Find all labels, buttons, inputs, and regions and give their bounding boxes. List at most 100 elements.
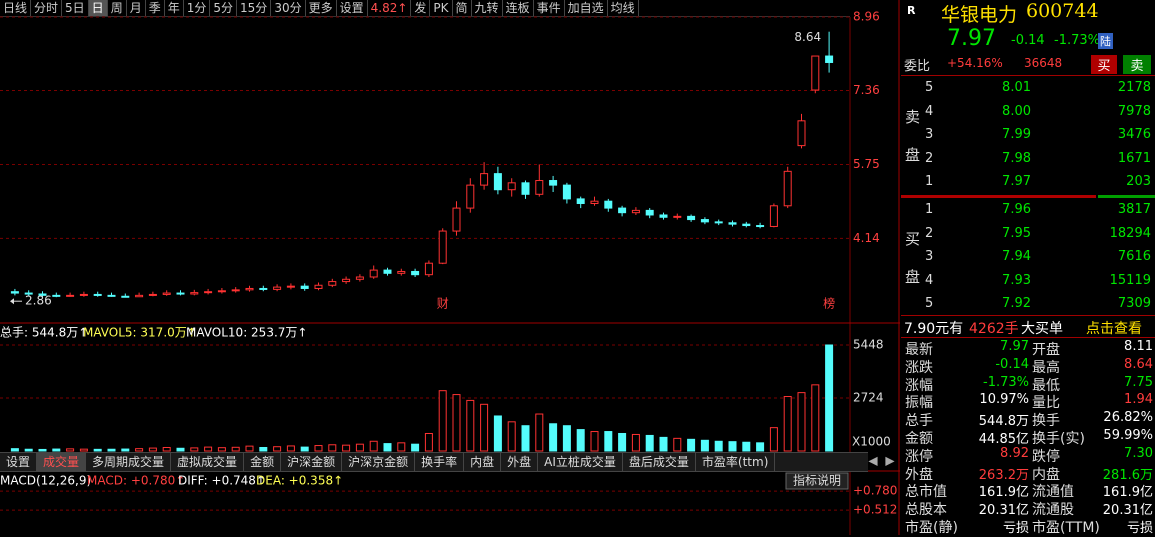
tab[interactable]: 内盘 xyxy=(464,453,502,471)
big-order[interactable]: 点击查看 xyxy=(1086,321,1142,337)
sell-button[interactable]: 卖 xyxy=(1123,55,1151,74)
stat-value: 10.97% xyxy=(979,392,1029,408)
stat-value: 7.97 xyxy=(1000,339,1029,354)
volume-bar xyxy=(259,446,268,452)
candle-body xyxy=(204,291,213,294)
volume-bar xyxy=(10,448,19,452)
candle-body xyxy=(535,180,544,195)
candle-body xyxy=(769,205,778,227)
toolbar-button[interactable]: PK xyxy=(430,0,453,16)
toolbar-button[interactable]: 简 xyxy=(453,0,472,16)
scroll-right[interactable]: ▶ xyxy=(885,454,895,468)
tab[interactable]: 虚拟成交量 xyxy=(171,453,245,471)
candle-body xyxy=(369,269,378,278)
toolbar-button[interactable]: 均线 xyxy=(608,0,639,16)
event-marker: 财 xyxy=(437,297,449,311)
book-level: 5 xyxy=(925,296,934,311)
stat-label: 最低 xyxy=(1032,377,1060,394)
indicator-help-button[interactable]: 指标说明 xyxy=(793,473,841,488)
book-volume: 7616 xyxy=(1117,249,1151,264)
tab[interactable]: AI立桩成交量 xyxy=(538,453,623,471)
tab[interactable]: 外盘 xyxy=(501,453,539,471)
stat-label: 金额 xyxy=(905,431,933,447)
book-volume: 7978 xyxy=(1117,103,1151,119)
toolbar-button[interactable]: 30分 xyxy=(271,0,306,16)
toolbar-button[interactable]: 周 xyxy=(108,0,127,16)
y-tick-label: +0.780 xyxy=(853,484,897,498)
tab[interactable]: 沪深京金额 xyxy=(342,453,416,471)
toolbar-button[interactable]: 5分 xyxy=(210,0,238,16)
tab[interactable]: 市盈率(ttm) xyxy=(696,453,776,471)
candle-body xyxy=(148,293,157,296)
side-label: 盘 xyxy=(905,146,921,164)
tab[interactable]: 金额 xyxy=(244,453,282,471)
toolbar-button[interactable]: 发 xyxy=(411,0,431,16)
candle-body xyxy=(507,182,516,191)
toolbar-button[interactable]: 日线 xyxy=(0,0,32,16)
book-level: 3 xyxy=(925,249,934,264)
chart: ◀ ▶ 4.14 5.75 7.36 8.96 8.64 2.86 财 榜 2724 5448 X1… xyxy=(0,0,900,535)
tab[interactable]: 成交量 xyxy=(37,453,87,471)
candle-body xyxy=(825,55,834,63)
volume-bar xyxy=(328,444,337,452)
tab[interactable]: 盘后成交量 xyxy=(623,453,696,471)
stat-label: 涨幅 xyxy=(905,377,933,394)
toolbar-button[interactable]: 月 xyxy=(127,0,146,16)
volume-bar xyxy=(190,447,199,452)
toolbar-button[interactable]: 更多 xyxy=(306,0,337,16)
toolbar-button[interactable]: 5日 xyxy=(62,0,89,16)
toolbar-button[interactable]: 1分 xyxy=(184,0,211,16)
volume-bar xyxy=(369,440,378,452)
stat-label: 振幅 xyxy=(905,395,933,412)
pane-header: DIFF: +0.748↑ xyxy=(178,474,266,488)
toolbar-button[interactable]: 连板 xyxy=(503,0,534,16)
tab[interactable]: 沪深金额 xyxy=(281,453,343,471)
pane-header: 总手: 544.8万↑ xyxy=(0,326,88,340)
y-tick-label: 5.75 xyxy=(853,157,880,171)
volume-bar xyxy=(687,438,696,452)
toolbar-button[interactable]: 4.82↑ xyxy=(368,0,412,16)
toolbar-button[interactable]: 分时 xyxy=(31,0,63,16)
buy-button[interactable]: 买 xyxy=(1091,55,1117,74)
candle-body xyxy=(107,294,116,297)
volume-bar xyxy=(38,448,47,452)
toolbar-button[interactable]: 加自选 xyxy=(565,0,608,16)
toolbar-button[interactable]: 年 xyxy=(165,0,184,16)
toolbar-button[interactable]: 日 xyxy=(88,0,108,16)
scroll-left[interactable]: ◀ xyxy=(868,454,878,468)
candle-body xyxy=(93,293,102,296)
book-volume: 15119 xyxy=(1109,272,1151,288)
candle-body xyxy=(438,230,447,264)
candle-body xyxy=(300,285,309,289)
toolbar-button[interactable]: 季 xyxy=(146,0,165,16)
candle-body xyxy=(562,184,571,200)
market-badge: 陆 xyxy=(1098,33,1113,49)
volume-bar xyxy=(742,441,751,452)
stat-value: 44.85亿 xyxy=(978,432,1029,447)
book-volume: 203 xyxy=(1126,174,1151,189)
toolbar-button[interactable]: 九转 xyxy=(472,0,503,16)
candle-body xyxy=(411,270,420,276)
toolbar-button[interactable]: 事件 xyxy=(534,0,565,16)
toolbar-button[interactable]: 设置 xyxy=(337,0,368,16)
candle-body xyxy=(811,55,820,91)
big-order: 7.90元有 xyxy=(904,321,964,337)
candle-body xyxy=(742,223,751,227)
book-price: 7.99 xyxy=(1002,127,1031,142)
book-level: 3 xyxy=(925,127,934,142)
volume-bar xyxy=(549,423,558,452)
volume-bar xyxy=(162,446,171,452)
toolbar-button[interactable]: 15分 xyxy=(237,0,272,16)
stat-value: -0.14 xyxy=(995,356,1029,372)
toolbar: 日线 分时 5日日周月季年 1分 5分 15分 30分 更多 设置 4.82↑ 发 PK 简九转 连板 事件… xyxy=(0,0,850,17)
tab[interactable]: 设置 xyxy=(0,453,38,471)
big-order: 大买单 xyxy=(1021,321,1063,337)
candle-body xyxy=(590,200,599,204)
candle-body xyxy=(687,215,696,221)
book-price: 7.93 xyxy=(1002,272,1031,288)
volume-bar xyxy=(107,448,116,452)
stat-label: 总股本 xyxy=(905,502,947,519)
volume-bar xyxy=(24,448,33,452)
tab[interactable]: 换手率 xyxy=(415,453,465,471)
tab[interactable]: 多周期成交量 xyxy=(86,453,172,471)
